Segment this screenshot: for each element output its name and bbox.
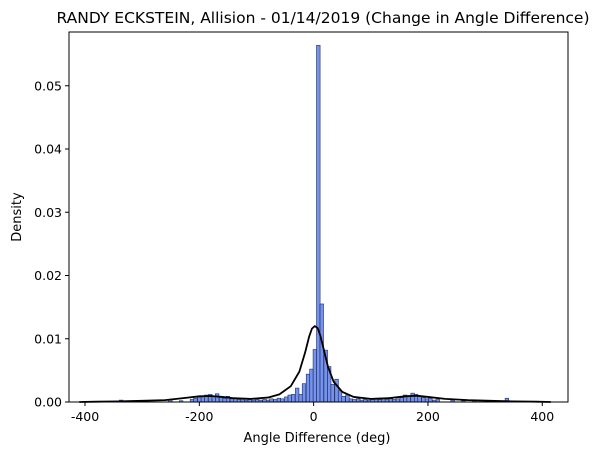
histogram-bar	[295, 387, 300, 403]
histogram-bar	[276, 397, 281, 403]
x-tick-label: -200	[185, 409, 213, 424]
y-tick-label: 0.02	[34, 268, 62, 283]
histogram-bar	[428, 397, 433, 403]
histogram-bar	[284, 396, 289, 403]
histogram-bar	[410, 392, 415, 403]
histogram-bar	[301, 383, 307, 403]
x-axis-label: Angle Difference (deg)	[244, 431, 391, 446]
x-tick-label: 200	[416, 409, 440, 424]
histogram-bar	[222, 397, 227, 403]
x-tick-label: 0	[310, 409, 318, 424]
histogram-bar	[305, 373, 311, 403]
y-tick-label: 0.01	[34, 331, 62, 346]
histogram-bar	[337, 390, 343, 403]
histogram-bar	[341, 396, 346, 403]
histogram-bar	[316, 44, 321, 403]
histogram-bar	[399, 397, 404, 403]
chart-title: RANDY ECKSTEIN, Allision - 01/14/2019 (C…	[56, 9, 589, 27]
histogram-bar	[287, 394, 292, 403]
ticks: -400 -200 0 200 400 0.00 0.01 0.02 0.03 0.04 0.05	[34, 78, 554, 424]
histogram-bar	[193, 397, 198, 403]
histogram-bar	[197, 396, 202, 403]
histogram-bar	[215, 393, 220, 403]
histogram-bar	[312, 349, 317, 403]
x-tick-label: -400	[71, 409, 99, 424]
histogram-bar	[200, 396, 205, 403]
histogram-bar	[345, 394, 350, 403]
kde-curve	[79, 325, 551, 403]
axes-frame	[68, 31, 569, 403]
y-tick-label: 0.00	[34, 395, 62, 410]
y-tick-label: 0.05	[34, 78, 62, 93]
kde-curve-group	[79, 325, 551, 403]
histogram-bar	[291, 394, 296, 403]
x-tick-label: 400	[530, 409, 554, 424]
y-tick-label: 0.04	[34, 142, 62, 157]
axes	[68, 31, 569, 403]
histogram-bar	[309, 368, 314, 403]
histogram-bar	[421, 397, 426, 403]
histogram-bar	[330, 383, 335, 403]
y-axis-label: Density	[10, 192, 25, 242]
histogram-bar	[319, 303, 324, 403]
histogram-bar	[417, 396, 422, 403]
histogram-bar	[406, 396, 411, 403]
y-tick-label: 0.03	[34, 205, 62, 220]
histogram-bar	[298, 394, 303, 403]
